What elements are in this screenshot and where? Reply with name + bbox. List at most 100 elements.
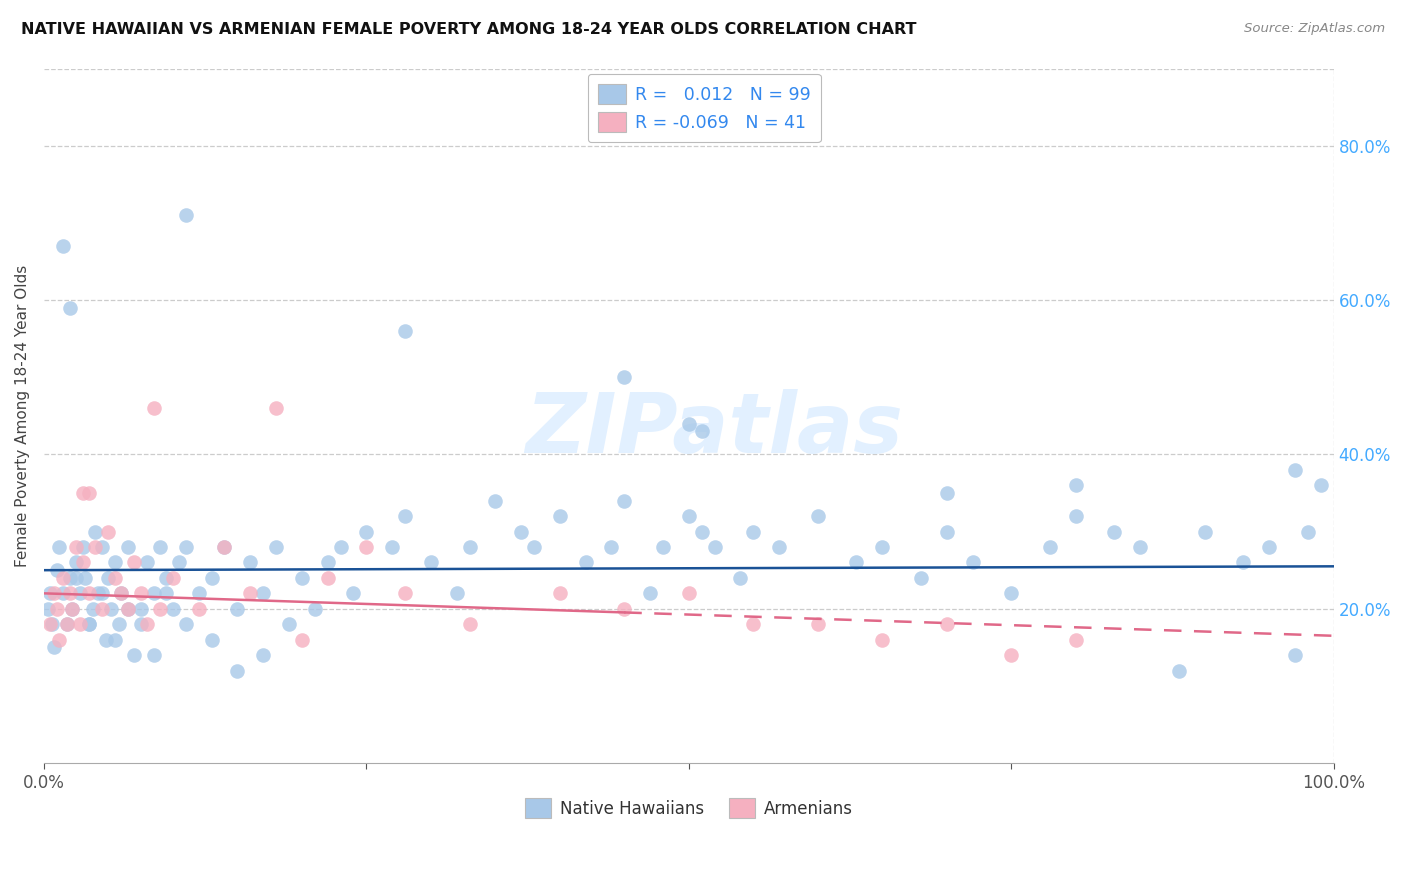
Point: [252, 648, 274, 662]
Point: [574, 556, 596, 570]
Legend: Native Hawaiians, Armenians: Native Hawaiians, Armenians: [517, 792, 859, 824]
Point: [638, 586, 661, 600]
Point: [845, 556, 868, 570]
Point: [129, 586, 152, 600]
Point: [613, 601, 636, 615]
Point: [45, 601, 67, 615]
Point: [56, 617, 79, 632]
Point: [69, 586, 91, 600]
Point: [136, 556, 159, 570]
Point: [600, 540, 623, 554]
Point: [1167, 664, 1189, 678]
Point: [239, 556, 262, 570]
Point: [60, 601, 83, 615]
Point: [458, 617, 481, 632]
Point: [77, 617, 100, 632]
Point: [174, 540, 197, 554]
Point: [82, 601, 104, 615]
Point: [910, 571, 932, 585]
Point: [149, 601, 172, 615]
Point: [174, 208, 197, 222]
Point: [41, 617, 63, 632]
Text: NATIVE HAWAIIAN VS ARMENIAN FEMALE POVERTY AMONG 18-24 YEAR OLDS CORRELATION CHA: NATIVE HAWAIIAN VS ARMENIAN FEMALE POVER…: [21, 22, 917, 37]
Point: [87, 586, 110, 600]
Point: [1039, 540, 1062, 554]
Point: [52, 571, 75, 585]
Point: [458, 540, 481, 554]
Point: [678, 417, 700, 431]
Point: [117, 601, 139, 615]
Point: [316, 571, 339, 585]
Point: [110, 586, 132, 600]
Point: [214, 540, 236, 554]
Point: [45, 563, 67, 577]
Point: [59, 571, 82, 585]
Point: [394, 509, 416, 524]
Point: [264, 401, 287, 416]
Point: [678, 509, 700, 524]
Point: [142, 648, 165, 662]
Point: [59, 301, 82, 315]
Text: Source: ZipAtlas.com: Source: ZipAtlas.com: [1244, 22, 1385, 36]
Point: [39, 617, 62, 632]
Point: [97, 524, 120, 539]
Point: [84, 540, 107, 554]
Point: [77, 486, 100, 500]
Point: [523, 540, 546, 554]
Point: [291, 571, 314, 585]
Point: [117, 540, 139, 554]
Point: [678, 586, 700, 600]
Point: [142, 586, 165, 600]
Point: [84, 524, 107, 539]
Point: [935, 617, 957, 632]
Point: [484, 493, 506, 508]
Point: [962, 556, 984, 570]
Point: [75, 571, 97, 585]
Point: [169, 556, 191, 570]
Point: [149, 540, 172, 554]
Point: [1284, 648, 1306, 662]
Text: ZIPatlas: ZIPatlas: [526, 389, 904, 470]
Point: [104, 556, 127, 570]
Point: [381, 540, 404, 554]
Point: [1194, 524, 1216, 539]
Point: [742, 524, 765, 539]
Point: [304, 601, 326, 615]
Point: [214, 540, 236, 554]
Point: [155, 571, 177, 585]
Point: [117, 601, 139, 615]
Point: [104, 632, 127, 647]
Point: [394, 324, 416, 338]
Point: [200, 632, 222, 647]
Point: [226, 601, 249, 615]
Point: [807, 509, 830, 524]
Point: [510, 524, 533, 539]
Point: [935, 524, 957, 539]
Point: [1232, 556, 1254, 570]
Point: [187, 586, 209, 600]
Point: [278, 617, 301, 632]
Point: [690, 524, 713, 539]
Point: [48, 632, 70, 647]
Point: [72, 486, 94, 500]
Point: [807, 617, 830, 632]
Point: [107, 617, 129, 632]
Point: [142, 401, 165, 416]
Point: [69, 617, 91, 632]
Point: [356, 524, 378, 539]
Point: [239, 586, 262, 600]
Point: [56, 617, 79, 632]
Point: [446, 586, 468, 600]
Point: [37, 601, 59, 615]
Point: [100, 601, 122, 615]
Point: [730, 571, 752, 585]
Point: [77, 617, 100, 632]
Point: [39, 586, 62, 600]
Point: [48, 540, 70, 554]
Point: [652, 540, 675, 554]
Point: [1104, 524, 1126, 539]
Point: [1129, 540, 1152, 554]
Point: [72, 540, 94, 554]
Point: [419, 556, 441, 570]
Point: [97, 571, 120, 585]
